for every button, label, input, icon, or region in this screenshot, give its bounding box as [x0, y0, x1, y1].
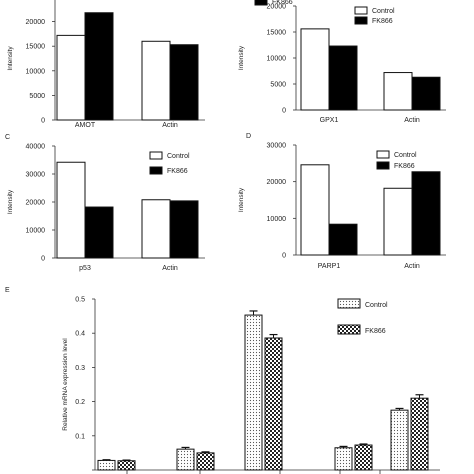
panel-4-y-tick-label: 10000 — [267, 216, 287, 223]
panel-5-bar-control-3 — [244, 314, 263, 471]
panel-3-y-tick-label: 40000 — [26, 144, 46, 151]
panel-3-letter: C — [5, 134, 10, 141]
panel-3-legend-swatch-control — [149, 151, 163, 160]
panel-1-y-tick-label: 10000 — [26, 68, 46, 75]
panel-5-bar-fk866-4 — [354, 444, 373, 471]
panel-4-legend-label-fk866: FK866 — [394, 163, 415, 170]
panel-3-bar-fk866-2 — [169, 200, 199, 259]
panel-3-bar-control-1 — [56, 161, 86, 259]
panel-3-x-tick-label: p53 — [79, 265, 91, 272]
panel-5-bar-fk866-3 — [264, 337, 283, 471]
panel-2-legend-label-control: Control — [372, 8, 395, 15]
panel-2-y-tick-label: 20000 — [267, 4, 287, 11]
panel-2-y-tick-label: 0 — [282, 108, 286, 115]
panel-1-legend-label-fk866: FK866 — [272, 0, 293, 6]
panel-3-y-label: Intensity — [7, 189, 14, 214]
panel-5-letter: E — [5, 287, 10, 294]
panel-5-bar-fk866-1 — [117, 460, 136, 471]
panel-3-bar-fk866-1 — [84, 206, 114, 259]
panel-1-y-tick-label: 5000 — [29, 93, 45, 100]
panel-1-x-tick-label: AMOT — [75, 122, 96, 129]
panel-4-y-tick-label: 30000 — [267, 143, 287, 150]
panel-2-y-tick-label: 5000 — [270, 82, 286, 89]
panel-5-y-tick-label: 0.4 — [75, 331, 85, 338]
panel-2-legend-label-fk866: FK866 — [372, 18, 393, 25]
panel-5-bar-control-2 — [176, 448, 195, 471]
panel-4-y-tick-label: 0 — [282, 253, 286, 260]
panel-4-x-tick-label: PARP1 — [318, 263, 341, 270]
panel-3-x-tick-label: Actin — [162, 265, 178, 272]
panel-4-legend-swatch-control — [376, 150, 390, 159]
panel-1-bar-control-1 — [56, 34, 86, 121]
panel-2-legend-swatch-fk866 — [354, 16, 368, 25]
panel-5-y-tick-label: 0.3 — [75, 365, 85, 372]
panel-4-legend-swatch-fk866 — [376, 161, 390, 170]
panel-2-y-tick-label: 10000 — [267, 56, 287, 63]
panel-2-x-tick-label: GPX1 — [320, 117, 339, 124]
panel-1-bar-control-2 — [141, 40, 171, 121]
panel-4-y-label: Intensity — [238, 187, 245, 212]
panel-2-y-tick-label: 15000 — [267, 30, 287, 37]
panel-1-bar-fk866-2 — [169, 44, 199, 121]
panel-5-legend-label-control: Control — [365, 302, 388, 309]
panel-2-bar-fk866-1 — [328, 45, 358, 111]
panel-4-bar-control-2 — [383, 187, 413, 256]
panel-2-bar-control-1 — [300, 28, 330, 111]
panel-3-legend-label-fk866: FK866 — [167, 168, 188, 175]
panel-5-legend-swatch-control — [337, 298, 361, 309]
panel-3-bar-control-2 — [141, 199, 171, 259]
panel-5-legend-label-fk866: FK866 — [365, 328, 386, 335]
panel-1-y-tick-label: 20000 — [26, 19, 46, 26]
panel-2-y-label: Intensity — [238, 45, 245, 70]
panel-4-bar-fk866-2 — [411, 171, 441, 256]
panel-1-y-tick-label: 15000 — [26, 44, 46, 51]
panel-1-bar-fk866-1 — [84, 12, 114, 121]
panel-3-legend-swatch-fk866 — [149, 166, 163, 175]
panel-3-y-tick-label: 20000 — [26, 200, 46, 207]
panel-1-y-label: Intensity — [7, 46, 14, 71]
panel-3-y-tick-label: 30000 — [26, 172, 46, 179]
panel-5-bar-control-5 — [390, 409, 409, 471]
panel-1-legend-swatch-fk866 — [254, 0, 268, 6]
panel-2-legend-swatch-control — [354, 6, 368, 15]
panel-5-y-label: Relative mRNA expression level — [62, 338, 69, 431]
panel-3-legend-label-control: Control — [167, 153, 190, 160]
panel-4-legend-label-control: Control — [394, 152, 417, 159]
panel-5-bar-control-4 — [334, 447, 353, 471]
panel-2-bar-fk866-2 — [411, 76, 441, 111]
panel-5-y-tick-label: 0.5 — [75, 297, 85, 304]
panel-5-legend-swatch-fk866 — [337, 324, 361, 335]
panel-5-bar-fk866-5 — [410, 397, 429, 471]
panel-1-x-tick-label: Actin — [162, 122, 178, 129]
panel-5-bar-control-1 — [97, 459, 116, 471]
panel-5-y-tick-label: 0.2 — [75, 399, 85, 406]
panel-4-letter: D — [246, 133, 251, 140]
panel-3-y-tick-label: 0 — [41, 256, 45, 263]
panel-2-bar-control-2 — [383, 72, 413, 111]
panel-4-x-tick-label: Actin — [404, 263, 420, 270]
panel-3-y-tick-label: 10000 — [26, 228, 46, 235]
panel-5-bar-fk866-2 — [196, 452, 215, 471]
panel-1-y-tick-label: 0 — [41, 118, 45, 125]
panel-2-x-tick-label: Actin — [404, 117, 420, 124]
panel-4-bar-fk866-1 — [328, 223, 358, 256]
panel-4-bar-control-1 — [300, 164, 330, 256]
panel-5-y-tick-label: 0.1 — [75, 433, 85, 440]
panel-4-y-tick-label: 20000 — [267, 179, 287, 186]
